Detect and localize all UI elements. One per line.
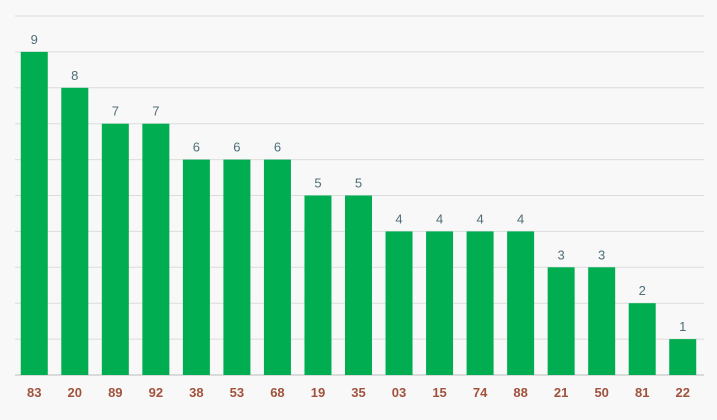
bar-38[interactable] (182, 159, 210, 375)
value-label-81: 2 (639, 283, 646, 298)
category-label-74: 74 (473, 385, 488, 400)
category-label-22: 22 (676, 385, 690, 400)
bar-22[interactable] (669, 339, 697, 375)
category-labels: 83 20 89 92 38 53 68 19 35 03 15 74 88 21 50 81 22 (27, 385, 690, 400)
bar-03[interactable] (385, 231, 413, 375)
category-label-21: 21 (554, 385, 568, 400)
category-label-68: 68 (270, 385, 284, 400)
category-label-92: 92 (149, 385, 163, 400)
bar-20[interactable] (61, 87, 89, 376)
category-label-53: 53 (230, 385, 244, 400)
bar-35[interactable] (345, 195, 372, 376)
category-label-89: 89 (108, 385, 122, 400)
bars (20, 51, 697, 376)
value-label-19: 5 (314, 176, 321, 191)
category-label-35: 35 (351, 385, 365, 400)
value-label-50: 3 (598, 247, 605, 262)
bar-88[interactable] (507, 231, 535, 375)
bar-92[interactable] (142, 123, 170, 375)
value-label-15: 4 (436, 211, 443, 226)
value-label-68: 6 (274, 140, 281, 155)
bar-53[interactable] (223, 159, 251, 375)
value-label-38: 6 (193, 140, 200, 155)
category-label-15: 15 (432, 385, 446, 400)
bar-21[interactable] (547, 267, 575, 375)
bar-89[interactable] (101, 123, 129, 375)
bar-19[interactable] (304, 195, 332, 376)
bar-50[interactable] (588, 267, 616, 375)
value-label-88: 4 (517, 211, 524, 226)
bar-68[interactable] (263, 159, 291, 375)
category-label-20: 20 (68, 385, 82, 400)
category-label-83: 83 (27, 385, 41, 400)
value-label-35: 5 (355, 176, 362, 191)
value-label-21: 3 (558, 247, 565, 262)
value-label-22: 1 (679, 319, 686, 334)
bar-83[interactable] (20, 51, 48, 376)
category-label-19: 19 (311, 385, 325, 400)
value-label-89: 7 (112, 104, 119, 119)
value-labels: 9 8 7 7 6 6 6 5 5 4 4 4 4 3 3 2 1 (31, 32, 687, 334)
value-label-74: 4 (476, 211, 483, 226)
category-label-03: 03 (392, 385, 406, 400)
bar-15[interactable] (426, 231, 454, 375)
value-label-03: 4 (395, 211, 402, 226)
category-label-50: 50 (594, 385, 608, 400)
category-label-88: 88 (513, 385, 527, 400)
value-label-53: 6 (233, 140, 240, 155)
category-label-38: 38 (189, 385, 203, 400)
bar-81[interactable] (628, 303, 656, 375)
value-label-83: 9 (31, 32, 38, 47)
bar-74[interactable] (466, 231, 494, 375)
value-label-92: 7 (152, 104, 159, 119)
value-label-20: 8 (71, 68, 78, 83)
category-label-81: 81 (635, 385, 649, 400)
